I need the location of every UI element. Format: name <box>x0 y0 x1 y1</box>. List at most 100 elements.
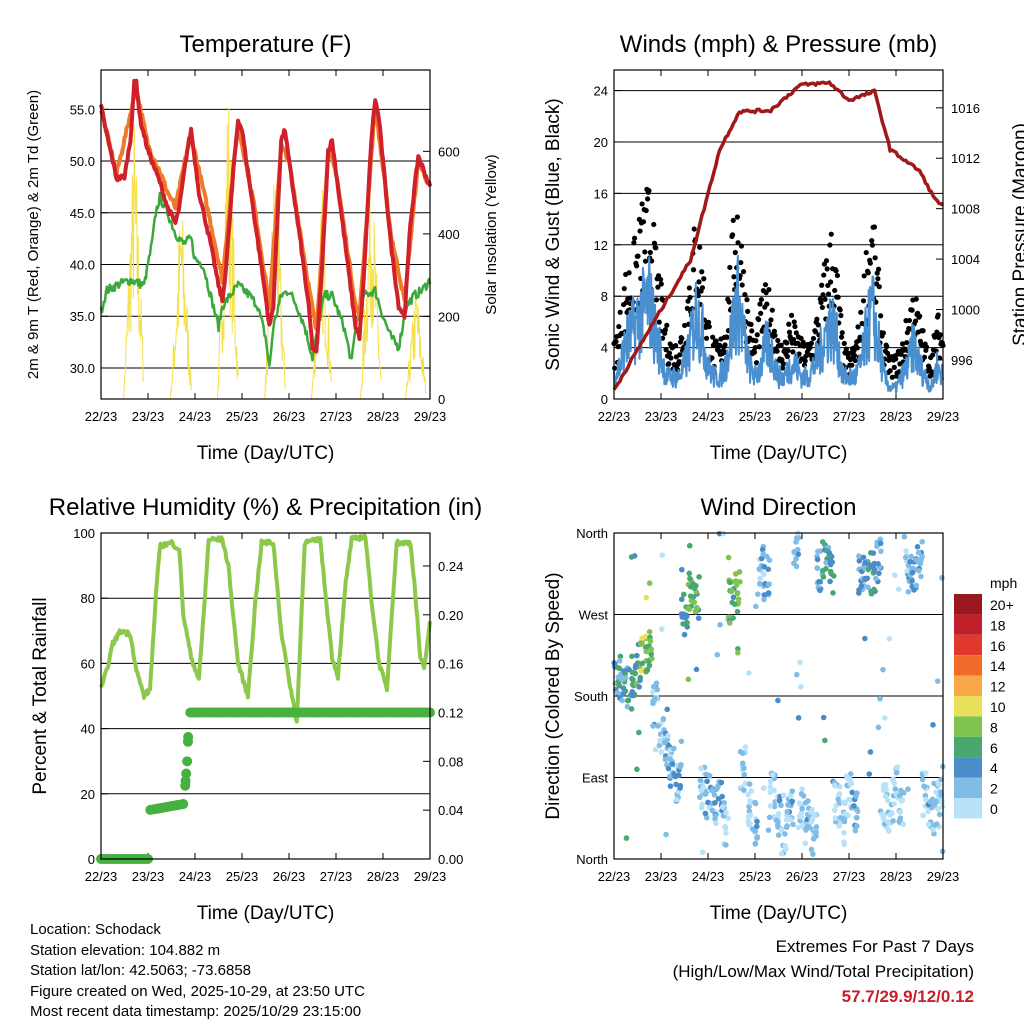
direction-point <box>793 556 799 562</box>
gust-point <box>635 253 641 259</box>
direction-point <box>742 780 749 787</box>
direction-point <box>814 565 821 572</box>
temp-2m-line <box>99 78 432 354</box>
direction-point <box>741 765 747 772</box>
direction-point <box>773 817 780 824</box>
direction-point <box>851 803 857 809</box>
x-tick-label: 28/23 <box>367 869 400 884</box>
gust-point <box>854 345 860 351</box>
direction-point <box>684 624 691 630</box>
direction-point <box>832 815 839 821</box>
gust-point <box>792 323 798 330</box>
direction-point <box>721 799 727 806</box>
direction-point <box>723 809 729 816</box>
legend-title: mph <box>990 575 1017 591</box>
direction-point <box>671 771 677 777</box>
direction-point <box>934 678 941 684</box>
y-tick-label: 30.0 <box>70 361 95 376</box>
direction-point <box>785 802 791 808</box>
gust-point <box>699 269 705 275</box>
gust-point <box>819 304 825 311</box>
direction-point <box>813 824 820 830</box>
direction-point <box>902 554 909 561</box>
y-tick-label: 80 <box>81 591 95 606</box>
direction-point <box>685 676 692 683</box>
latlon-text: Station lat/lon: 42.5063; -73.6858 <box>30 962 252 979</box>
gust-point <box>649 258 655 264</box>
direction-point <box>936 811 943 818</box>
direction-point <box>797 684 804 690</box>
direction-point <box>885 818 891 825</box>
direction-point <box>758 555 765 562</box>
gust-point <box>642 249 648 255</box>
direction-point <box>820 714 827 721</box>
direction-point <box>740 787 747 793</box>
direction-point <box>844 775 851 782</box>
direction-point <box>877 540 884 547</box>
x-tick-label: 29/23 <box>414 869 447 884</box>
direction-point <box>678 596 685 603</box>
gust-point <box>687 294 693 301</box>
gust-point <box>819 282 825 288</box>
gust-point <box>839 330 845 336</box>
gust-point <box>677 352 683 358</box>
direction-point <box>898 787 904 794</box>
direction-point <box>817 587 823 594</box>
legend-label: 12 <box>990 679 1006 695</box>
gust-point <box>738 259 744 266</box>
gust-point <box>745 308 751 315</box>
direction-point <box>650 723 656 729</box>
gust-point <box>668 355 674 361</box>
gust-point <box>772 332 778 339</box>
direction-point <box>810 836 817 842</box>
gust-point <box>727 264 733 271</box>
direction-point <box>761 563 768 570</box>
gust-point <box>790 349 796 355</box>
gust-point <box>612 365 618 371</box>
direction-point <box>871 586 877 593</box>
direction-point <box>793 563 800 570</box>
direction-point <box>754 835 760 841</box>
gust-point <box>935 312 941 318</box>
gust-point <box>724 334 730 340</box>
gust-point <box>662 327 669 333</box>
direction-point <box>890 818 896 824</box>
direction-point <box>849 789 856 796</box>
direction-point <box>742 744 749 750</box>
direction-point <box>809 806 815 813</box>
gust-point <box>647 249 653 256</box>
direction-point <box>664 706 670 713</box>
gust-point <box>749 328 755 334</box>
direction-point <box>847 771 854 777</box>
direction-point <box>718 779 725 786</box>
direction-point <box>623 835 630 841</box>
direction-point <box>892 572 898 579</box>
direction-point <box>680 621 686 627</box>
gust-point <box>779 357 785 363</box>
gust-point <box>780 365 786 371</box>
direction-point <box>905 588 912 595</box>
y-axis-label: 2m & 9m T (Red, Orange) & 2m Td (Green) <box>25 90 42 379</box>
gust-point <box>664 322 670 328</box>
gust-point <box>756 316 762 323</box>
panel-direction: Wind Direction Time (Day/UTC) Direction (C… <box>543 494 959 924</box>
direction-point <box>620 685 627 691</box>
direction-point <box>914 543 921 550</box>
direction-point <box>823 560 829 566</box>
direction-point <box>634 766 640 773</box>
direction-point <box>892 786 899 792</box>
gust-point <box>626 270 632 276</box>
direction-point <box>753 603 759 610</box>
direction-point <box>909 578 915 584</box>
humidity-line <box>99 533 432 724</box>
y-axis-label-right: Station Pressure (Maroon) <box>1010 123 1024 346</box>
direction-point <box>854 790 860 796</box>
gust-point <box>706 324 712 330</box>
y-tick-label-right: 0.16 <box>438 657 463 672</box>
direction-point <box>691 599 698 606</box>
direction-point <box>652 746 659 753</box>
direction-point <box>704 778 710 785</box>
direction-point <box>629 653 635 660</box>
direction-point <box>699 801 705 808</box>
direction-point <box>686 606 693 612</box>
